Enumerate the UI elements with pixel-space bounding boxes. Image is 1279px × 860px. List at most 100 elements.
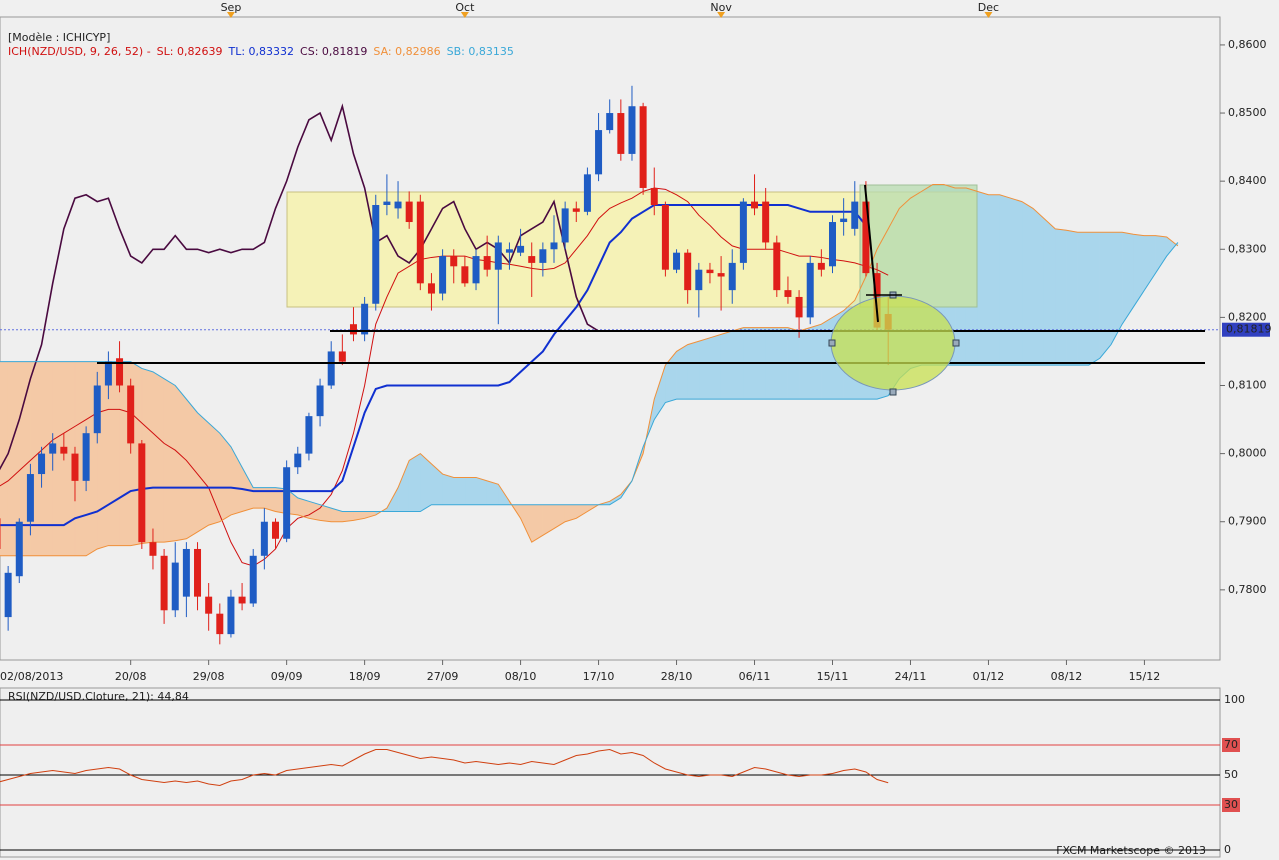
candle-body [751,201,759,209]
cloud-fill [1010,197,1023,366]
legend-entry: CS: 0,81819 [300,45,367,58]
candle-body [784,290,792,297]
candle-body [361,303,369,335]
candle-body [639,106,647,188]
candle-body [539,249,547,263]
month-marker [226,12,235,18]
candle-body [450,256,458,267]
candle-body [260,521,268,556]
cloud-fill [464,477,477,505]
cloud-fill [197,412,209,533]
cloud-fill [475,477,488,505]
candle-body [561,208,569,243]
cloud-fill [186,398,198,540]
candle-body [116,358,124,386]
candle-body [305,416,313,454]
month-label: Oct [455,1,475,14]
candle-body [383,201,391,205]
rsi-tick-label: 0 [1224,843,1231,856]
candle-body [0,518,1,549]
candle-body [673,252,681,270]
candle-body [472,256,480,284]
candle-body [216,613,224,635]
candle-body [461,266,469,284]
candle-body [82,433,90,481]
indicator-line [0,242,1179,513]
candle-body [38,453,46,475]
cloud-fill [1055,228,1067,366]
y-tick-label: 0,8200 [1228,310,1267,323]
y-tick-label: 0,8300 [1228,242,1267,255]
candle-body [349,324,357,335]
candle-body [706,269,714,274]
cloud-fill [720,330,733,400]
candle-body [505,249,513,253]
cloud-fill [1077,231,1089,366]
y-tick-label: 0,7800 [1228,583,1267,596]
x-tick-label: 08/12 [1051,670,1083,683]
rsi-tick-label: 100 [1224,693,1245,706]
highlight-ellipse [830,295,956,391]
y-tick-label: 0,8000 [1228,447,1267,460]
candle-body [316,385,324,417]
cloud-fill [219,432,232,523]
rsi-tick-label: 30 [1224,798,1238,811]
cloud-fill [999,194,1011,366]
cloud-fill [152,371,165,543]
y-tick-label: 0,7900 [1228,515,1267,528]
handle [952,339,960,347]
x-tick-label: 02/08/2013 [0,670,63,683]
y-tick-label: 0,8500 [1228,106,1267,119]
candle-body [238,596,246,604]
legend-entry: TL: 0,83332 [227,45,294,58]
cloud-fill [676,344,688,400]
candle-body [71,453,79,481]
trend-line [864,184,879,323]
candle-body [595,130,603,175]
candle-body [494,242,502,270]
month-marker [984,12,993,18]
candle-body [49,443,57,454]
cloud-fill [821,316,833,400]
cloud-fill [174,384,187,542]
cloud-fill [709,334,722,400]
cloud-fill [1099,231,1112,359]
candle-body [661,204,669,270]
candle-body [483,256,491,270]
x-tick-label: 28/10 [661,670,693,683]
legend-entry: SB: 0,83135 [447,45,514,58]
cloud-fill [988,194,1000,366]
month-label: Sep [221,1,242,14]
candle-body [795,296,803,318]
x-tick-label: 09/09 [271,670,303,683]
candle-body [205,596,213,614]
x-tick-label: 29/08 [193,670,225,683]
indicator-legend: ICH(NZD/USD, 9, 26, 52) - SL: 0,82639 TL: … [8,45,514,58]
candle-body [840,218,848,223]
x-tick-label: 15/11 [817,670,849,683]
cloud-fill [687,340,700,400]
rsi-line [0,748,889,787]
cloud-fill [1021,201,1034,366]
candle-body [717,273,725,277]
candle-body [149,542,157,556]
indicator-line [0,184,1179,557]
cloud-fill [1088,231,1101,366]
last-price-label: 0,81819 [1226,323,1272,336]
x-tick-label: 27/09 [427,670,459,683]
candle-body [684,252,692,291]
candle-body [416,201,424,284]
candle-body [583,174,591,212]
candle-body [517,245,525,253]
month-marker [717,12,726,18]
candle-body [817,262,825,270]
candle-body [283,467,291,539]
indicator-label: ICH(NZD/USD, 9, 26, 52) - [8,45,151,58]
candle-body [773,242,781,291]
y-tick-label: 0,8100 [1228,378,1267,391]
candle-body [15,521,23,577]
legend-entry: SA: 0,82986 [373,45,440,58]
cloud-fill [0,361,9,557]
candle-body [138,443,146,543]
